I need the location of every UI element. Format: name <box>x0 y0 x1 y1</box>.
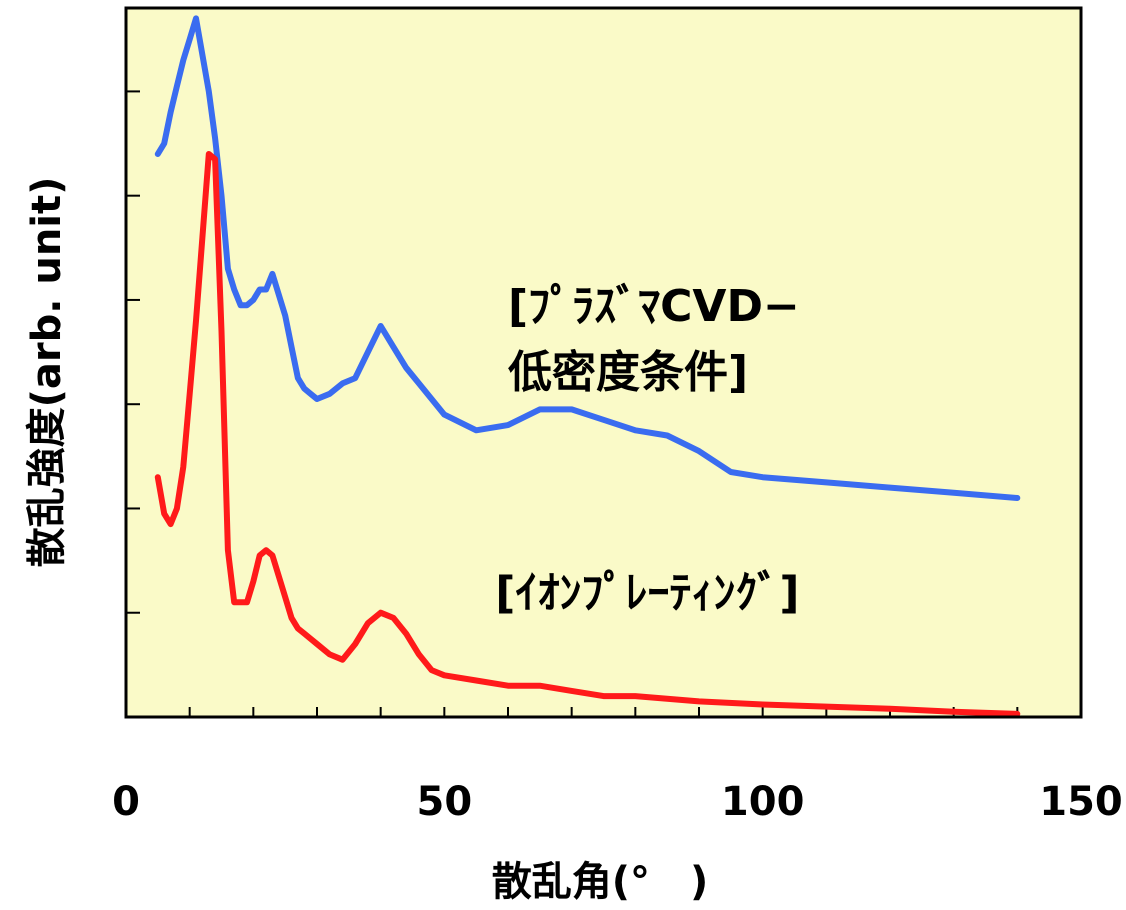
x-tick-label: 100 <box>721 779 805 825</box>
annotation-blue: [ﾌﾟﾗｽﾞﾏCVD−低密度条件] <box>508 281 800 398</box>
series-line-blue <box>154 15 1021 501</box>
plot-frame <box>124 6 1083 719</box>
annotation-red: [ｲｵﾝﾌﾟﾚｰﾃｨﾝｸﾞ] <box>495 568 799 619</box>
x-tick-label: 0 <box>112 779 140 825</box>
x-axis-title: 散乱角(° ) <box>492 859 709 905</box>
series-line-red <box>154 151 1021 717</box>
x-tick-label: 50 <box>416 779 472 825</box>
series-group <box>154 15 1021 717</box>
tick-marks <box>126 90 1019 717</box>
annotations: [ﾌﾟﾗｽﾞﾏCVD−低密度条件] [ｲｵﾝﾌﾟﾚｰﾃｨﾝｸﾞ] <box>495 281 800 619</box>
x-tick-label: 150 <box>1039 779 1123 825</box>
y-axis-title: 散乱強度(arb. unit) <box>24 177 70 568</box>
x-tick-labels: 0 50 100 150 <box>112 779 1123 825</box>
